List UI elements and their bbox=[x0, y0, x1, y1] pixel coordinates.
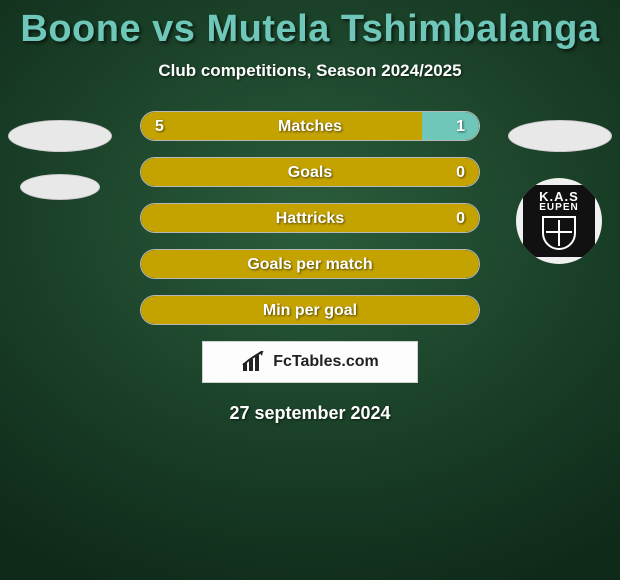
brand-text: FcTables.com bbox=[273, 353, 379, 371]
stat-value-right: 1 bbox=[456, 112, 465, 141]
stat-value-right: 0 bbox=[456, 158, 465, 187]
stat-value-left: 5 bbox=[155, 112, 164, 141]
avatar-ellipse bbox=[8, 120, 112, 152]
stat-row: Min per goal bbox=[140, 295, 480, 325]
date-text: 27 september 2024 bbox=[0, 403, 620, 424]
club-badge: K.A.S EUPEN bbox=[516, 178, 602, 264]
stat-label: Goals bbox=[141, 158, 479, 187]
stat-value-right: 0 bbox=[456, 204, 465, 233]
avatar-ellipse bbox=[20, 174, 100, 200]
subtitle: Club competitions, Season 2024/2025 bbox=[0, 61, 620, 81]
avatar-ellipse bbox=[508, 120, 612, 152]
stat-label: Min per goal bbox=[141, 296, 479, 325]
stat-label: Hattricks bbox=[141, 204, 479, 233]
stat-label: Goals per match bbox=[141, 250, 479, 279]
stat-row: Goals0 bbox=[140, 157, 480, 187]
page-title: Boone vs Mutela Tshimbalanga bbox=[0, 0, 620, 51]
brand-box: FcTables.com bbox=[202, 341, 418, 383]
club-badge-line2: EUPEN bbox=[539, 202, 578, 213]
stat-row: Matches5 1 bbox=[140, 111, 480, 141]
player-right-avatar bbox=[508, 120, 612, 152]
shield-icon bbox=[542, 216, 576, 250]
stat-label: Matches bbox=[141, 112, 479, 141]
comparison-infographic: Boone vs Mutela Tshimbalanga Club compet… bbox=[0, 0, 620, 580]
stat-row: Goals per match bbox=[140, 249, 480, 279]
chart-icon bbox=[241, 351, 267, 373]
stat-row: Hattricks0 bbox=[140, 203, 480, 233]
player-left-avatar bbox=[8, 120, 112, 200]
